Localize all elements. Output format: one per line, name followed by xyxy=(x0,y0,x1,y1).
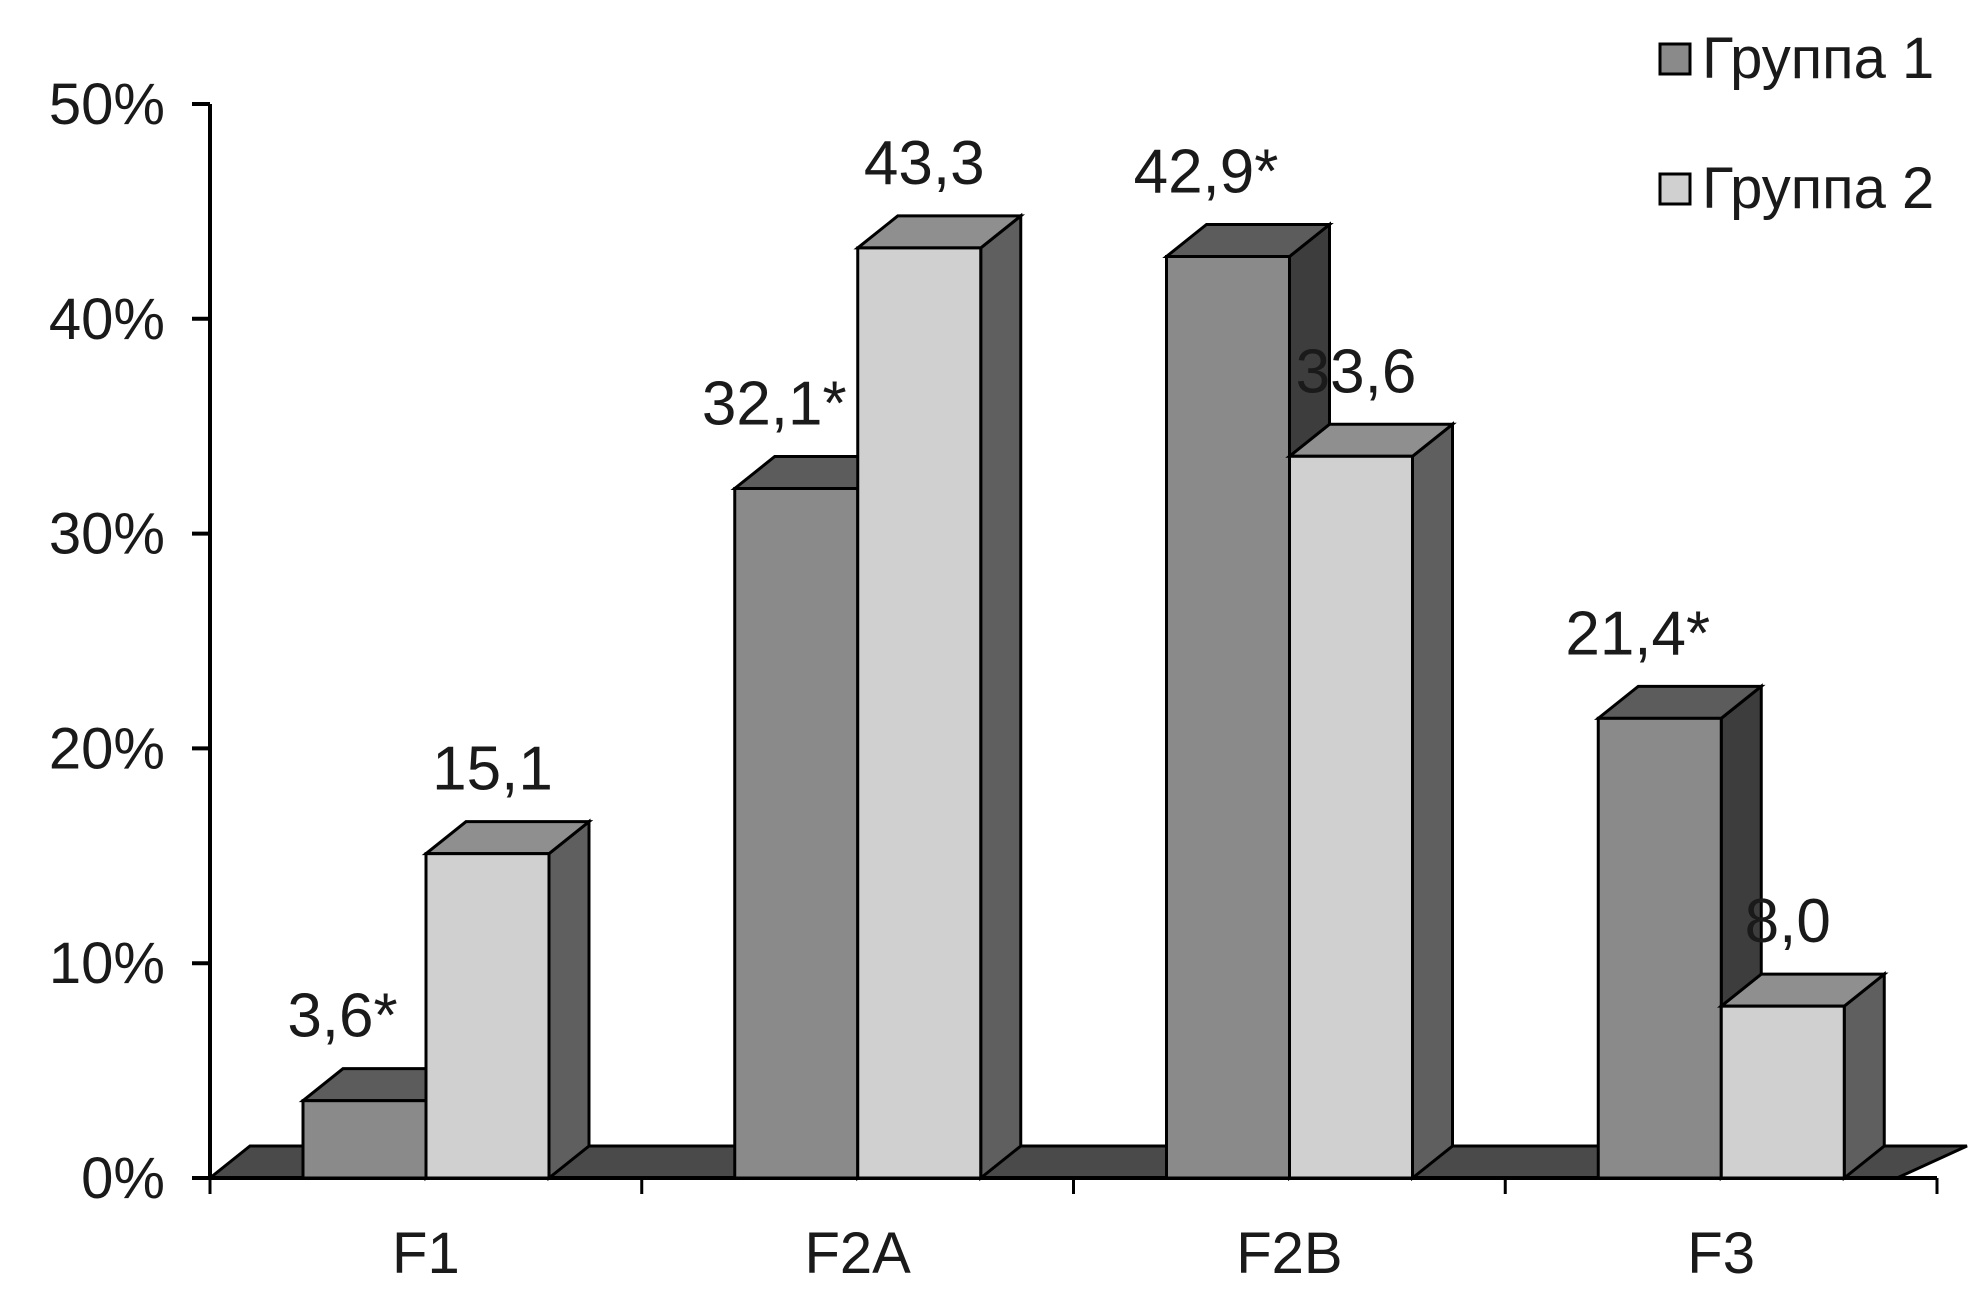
legend-label: Группа 2 xyxy=(1702,156,1934,221)
data-label: 43,3 xyxy=(864,129,985,198)
legend-item: Группа 2 xyxy=(1658,156,1934,221)
value-labels: 3,6* 15,1 32,1* 43,3 42,9* 33,6 21,4* 8,0 xyxy=(287,129,1831,1051)
y-tick-label: 20% xyxy=(49,716,165,781)
data-label: 42,9* xyxy=(1134,138,1279,207)
legend: Группа 1 Группа 2 xyxy=(1658,26,1934,221)
bar-side xyxy=(979,212,1023,1182)
y-tick-label: 30% xyxy=(49,502,165,567)
data-label: 21,4* xyxy=(1565,599,1710,668)
bar-front xyxy=(1719,1004,1846,1180)
bar-front xyxy=(1165,255,1291,1180)
data-label: 32,1* xyxy=(702,369,847,438)
legend-label: Группа 1 xyxy=(1702,26,1934,91)
data-label: 3,6* xyxy=(287,982,397,1051)
bar xyxy=(1285,421,1457,1182)
bar-front xyxy=(1288,454,1414,1180)
y-tick-label: 50% xyxy=(49,72,165,137)
bar-side xyxy=(1411,421,1454,1182)
data-label: 33,6 xyxy=(1296,337,1417,406)
data-label: 15,1 xyxy=(432,735,553,804)
y-tick-label: 10% xyxy=(49,931,165,996)
bar xyxy=(853,212,1026,1182)
y-tick-label: 0% xyxy=(81,1146,165,1211)
bar-front xyxy=(424,852,551,1180)
bars xyxy=(298,212,1889,1182)
legend-swatch xyxy=(1658,172,1692,206)
x-tick-label: F2B xyxy=(1236,1221,1342,1286)
bar-front xyxy=(1596,716,1723,1180)
bar xyxy=(421,818,594,1182)
x-tick-label: F1 xyxy=(392,1221,460,1286)
y-tick-label: 40% xyxy=(49,287,165,352)
legend-item: Группа 1 xyxy=(1658,26,1934,91)
bar-front xyxy=(301,1099,428,1180)
data-label: 8,0 xyxy=(1745,887,1831,956)
x-tick-label: F3 xyxy=(1687,1221,1755,1286)
bar-front xyxy=(733,486,860,1180)
bar-front xyxy=(856,246,983,1180)
bar xyxy=(1716,971,1889,1182)
legend-swatch xyxy=(1658,42,1692,76)
bar-side xyxy=(547,818,591,1182)
x-tick-label: F2A xyxy=(804,1221,911,1286)
bar-side xyxy=(1842,971,1886,1182)
